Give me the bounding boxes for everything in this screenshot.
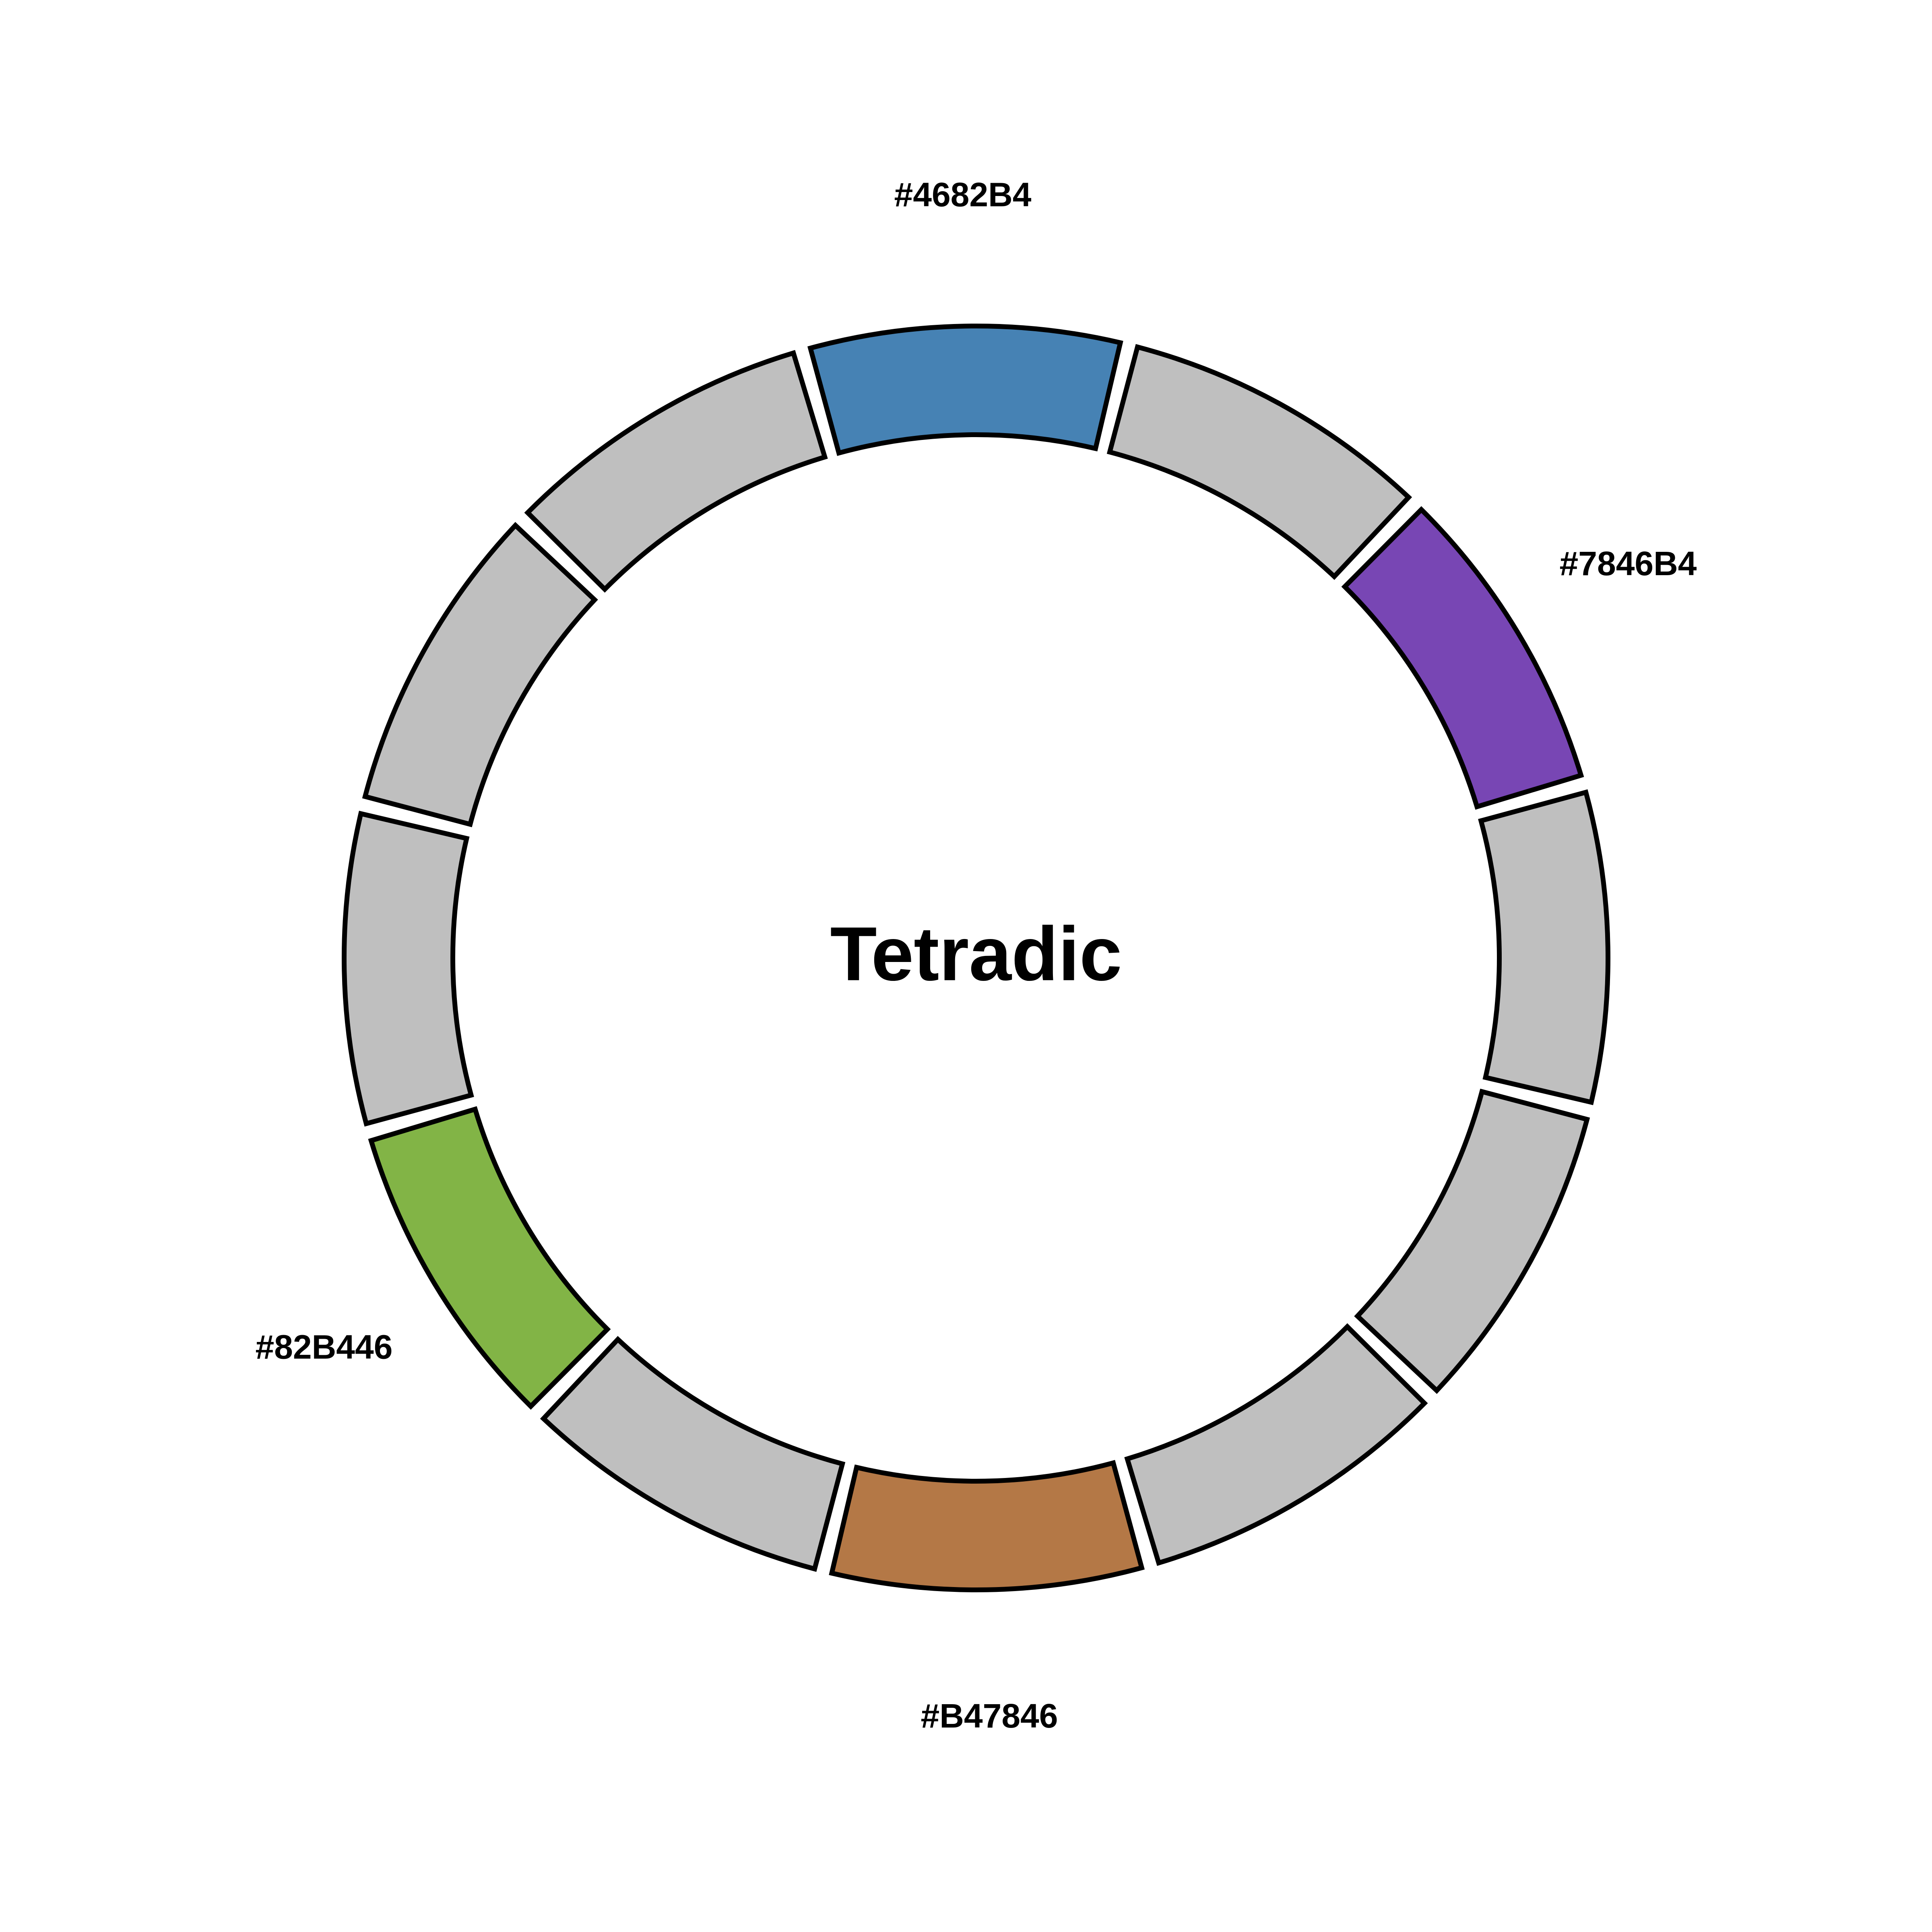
swatch-labels: #4682B4 #7846B4 #B47846 #82B446	[255, 175, 1697, 1734]
swatch-label: #4682B4	[894, 175, 1032, 213]
wheel-segments	[342, 324, 1610, 1592]
wheel-segment	[362, 522, 598, 828]
wheel-segment-highlighted	[807, 324, 1123, 456]
wheel-segment-highlighted	[1341, 506, 1584, 810]
wheel-segment	[342, 811, 474, 1127]
wheel-segment	[1124, 1323, 1428, 1566]
wheel-segment	[1354, 1088, 1590, 1394]
scheme-title: Tetradic	[830, 911, 1122, 997]
wheel-segment-highlighted	[829, 1460, 1145, 1592]
wheel-segment	[524, 350, 828, 593]
swatch-label: #82B446	[255, 1328, 392, 1366]
swatch-label: #7846B4	[1560, 545, 1697, 582]
wheel-segment	[1106, 344, 1412, 580]
wheel-segment-highlighted	[368, 1106, 611, 1410]
wheel-segment	[540, 1336, 846, 1572]
wheel-segment	[1478, 789, 1610, 1105]
swatch-label: #B47846	[921, 1697, 1058, 1735]
